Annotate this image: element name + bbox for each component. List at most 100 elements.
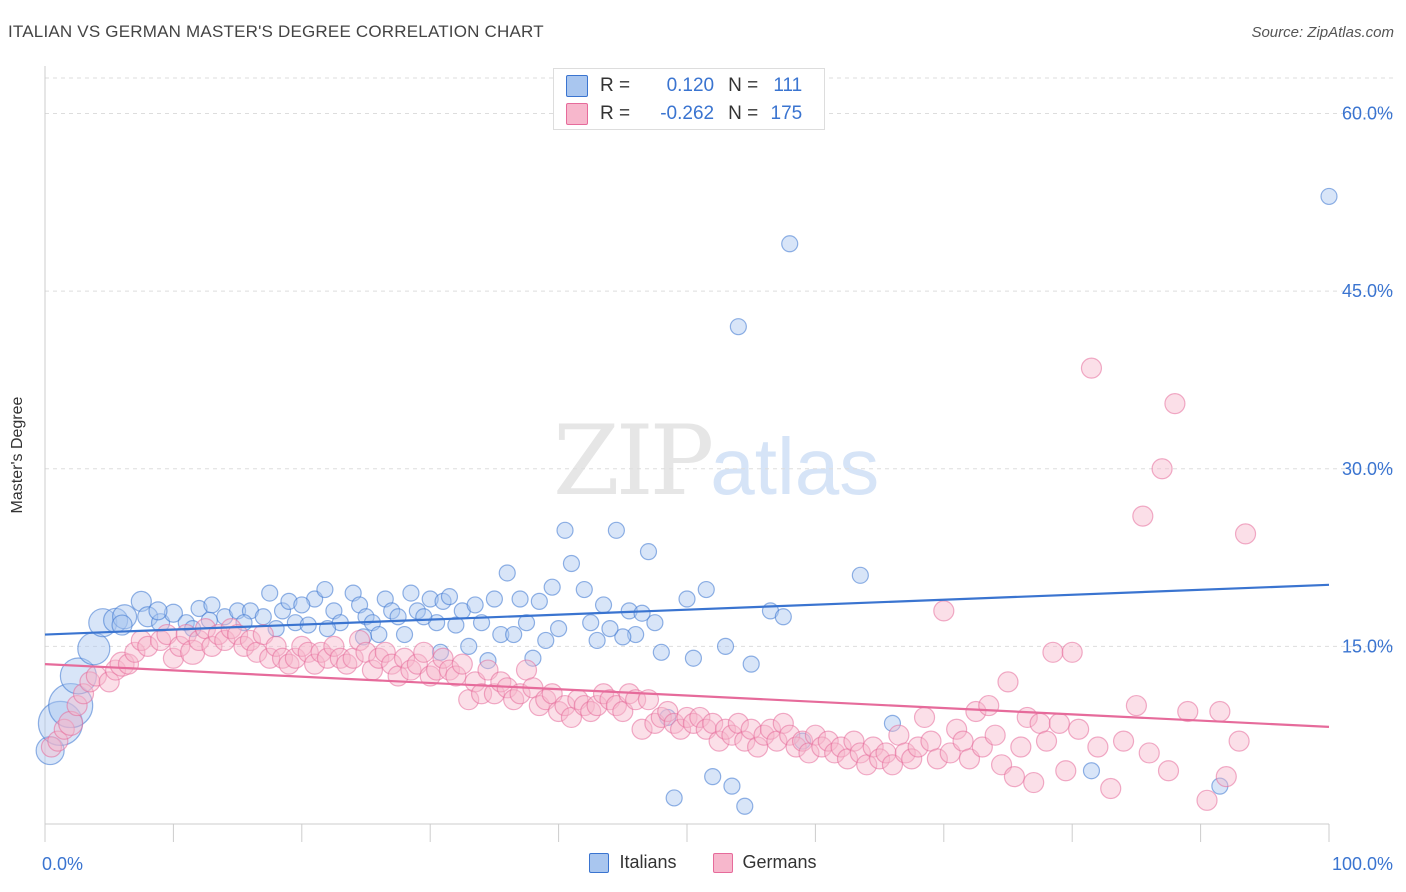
germans-point — [278, 653, 300, 675]
germans-point — [849, 742, 871, 764]
italians-point — [537, 631, 555, 650]
germans-point — [400, 659, 422, 681]
germans-point — [374, 641, 396, 663]
germans-point — [779, 724, 801, 746]
italians-point — [575, 580, 593, 599]
italians-point — [460, 637, 478, 655]
italians-point — [466, 596, 484, 614]
italians-point — [562, 554, 581, 573]
germans-point — [304, 653, 326, 675]
germans-point — [438, 659, 461, 681]
italians-point — [150, 613, 171, 633]
germans-point — [804, 724, 827, 746]
germans-point — [109, 651, 135, 677]
italians-point — [549, 620, 568, 638]
germans-point — [201, 635, 223, 657]
germans-point — [625, 689, 647, 711]
germans-point — [1087, 736, 1109, 758]
italians-point — [273, 602, 292, 620]
italians-point — [781, 235, 799, 253]
germans-point — [1164, 393, 1186, 415]
germans-point — [984, 724, 1006, 746]
germans-point — [1112, 730, 1135, 752]
germans-point — [811, 736, 833, 758]
stats-legend: R = 0.120 N = 111 R = -0.262 N = 175 — [553, 68, 825, 130]
germans-point — [926, 748, 948, 770]
germans-point — [483, 683, 505, 705]
germans-point — [180, 639, 206, 665]
legend-item-italians[interactable]: Italians — [589, 852, 677, 873]
italians-point — [723, 777, 741, 795]
germans-point — [759, 718, 782, 740]
germans-point — [227, 623, 249, 646]
legend-item-germans[interactable]: Germans — [712, 852, 817, 873]
germans-point — [66, 694, 88, 717]
bottom-legend: Italians Germans — [0, 852, 1406, 873]
italians-point — [177, 614, 195, 632]
y-tick-label: 45.0% — [1342, 281, 1393, 301]
germans-point — [297, 641, 319, 663]
germans-point — [573, 694, 595, 717]
germans-point — [772, 712, 794, 734]
germans-point — [1010, 736, 1032, 758]
italians-point — [530, 592, 548, 610]
germans-point — [162, 647, 184, 669]
germans-point — [631, 718, 653, 740]
italians-point — [137, 606, 159, 628]
germans-point — [1048, 712, 1070, 734]
germans-point — [336, 653, 358, 675]
watermark: ZIPatlas — [553, 405, 879, 517]
germans-point — [1177, 700, 1199, 723]
italians-point — [421, 590, 439, 608]
germans-point — [79, 671, 101, 693]
y-axis-label: Master's Degree — [9, 396, 26, 514]
germans-point — [348, 629, 371, 652]
germans-point — [1042, 641, 1064, 663]
germans-point — [393, 647, 416, 669]
n-value: 175 — [770, 103, 803, 124]
r-label: R = — [600, 103, 631, 124]
italians-point — [774, 608, 792, 626]
watermark-zip: ZIP — [553, 405, 714, 517]
italians-point — [402, 584, 420, 602]
germans-point — [509, 683, 531, 705]
germans-point — [316, 647, 339, 669]
germans-point — [1196, 789, 1218, 811]
germans-point — [1035, 730, 1058, 752]
germans-point — [47, 730, 69, 752]
germans-point — [503, 689, 525, 711]
germans-point — [682, 712, 705, 734]
germans-swatch — [566, 103, 588, 125]
germans-point — [207, 623, 229, 646]
germans-point — [650, 706, 672, 729]
germans-point — [1023, 771, 1045, 794]
y-tick-label: 30.0% — [1342, 459, 1393, 479]
italians-point — [261, 584, 279, 602]
germans-point — [933, 600, 955, 622]
italians-point — [370, 625, 388, 644]
italians-point — [408, 602, 426, 620]
germans-trend-line — [44, 663, 1330, 729]
n-value: 111 — [773, 75, 803, 96]
source-label: Source: ZipAtlas.com — [1251, 24, 1394, 41]
stats-row-germans: R = -0.262 N = 175 — [566, 101, 802, 127]
italians-point — [1082, 762, 1101, 780]
germans-point — [265, 635, 287, 657]
germans-point — [284, 647, 306, 669]
germans-point — [432, 647, 454, 669]
italians-point — [148, 601, 168, 621]
italians-point — [704, 768, 722, 786]
germans-point — [907, 736, 929, 758]
germans-point — [785, 736, 807, 758]
italians-point — [357, 608, 375, 626]
italians-point — [524, 649, 542, 667]
italians-point — [588, 631, 606, 650]
italians-point — [517, 614, 536, 632]
n-label: N = — [728, 75, 759, 96]
y-tick-label: 15.0% — [1342, 636, 1393, 656]
r-value: 0.120 — [666, 75, 715, 96]
germans-point — [843, 730, 865, 752]
germans-point — [98, 671, 120, 693]
germans-point — [233, 635, 255, 657]
